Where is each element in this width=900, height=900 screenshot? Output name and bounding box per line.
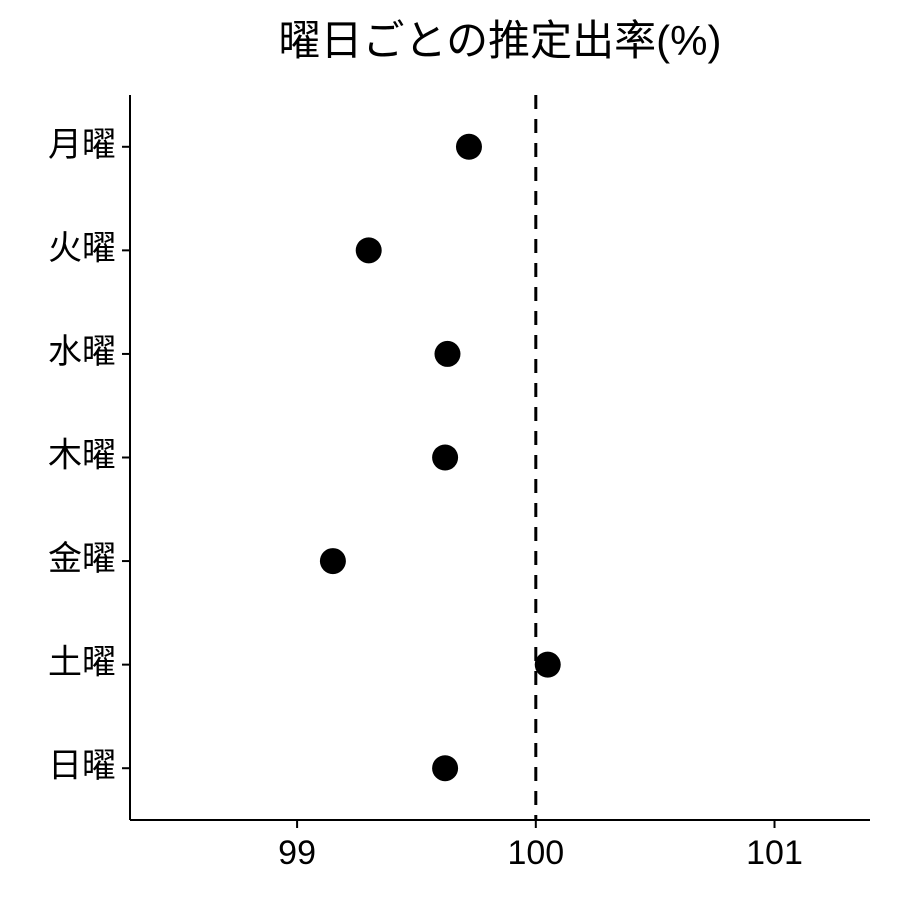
chart-title: 曜日ごとの推定出率(%) <box>279 17 722 64</box>
y-tick-label: 土曜 <box>48 644 116 682</box>
data-point <box>432 755 458 781</box>
dot-chart: 曜日ごとの推定出率(%) 月曜火曜水曜木曜金曜土曜日曜 99 100 101 <box>0 0 900 900</box>
y-tick-label: 日曜 <box>48 747 116 785</box>
data-point <box>320 548 346 574</box>
y-tick-label: 金曜 <box>48 540 116 578</box>
data-point <box>356 237 382 263</box>
x-tick-label: 99 <box>278 834 316 872</box>
x-tick-label: 101 <box>746 834 803 872</box>
data-point <box>456 134 482 160</box>
data-point <box>535 652 561 678</box>
y-tick-label: 月曜 <box>48 126 116 164</box>
x-tick-label: 100 <box>507 834 564 872</box>
y-tick-label: 木曜 <box>48 436 116 474</box>
data-point <box>432 445 458 471</box>
y-tick-label: 水曜 <box>48 333 116 371</box>
y-tick-label: 火曜 <box>48 229 116 267</box>
chart-container: 曜日ごとの推定出率(%) 月曜火曜水曜木曜金曜土曜日曜 99 100 101 <box>0 0 900 900</box>
data-point <box>434 341 460 367</box>
